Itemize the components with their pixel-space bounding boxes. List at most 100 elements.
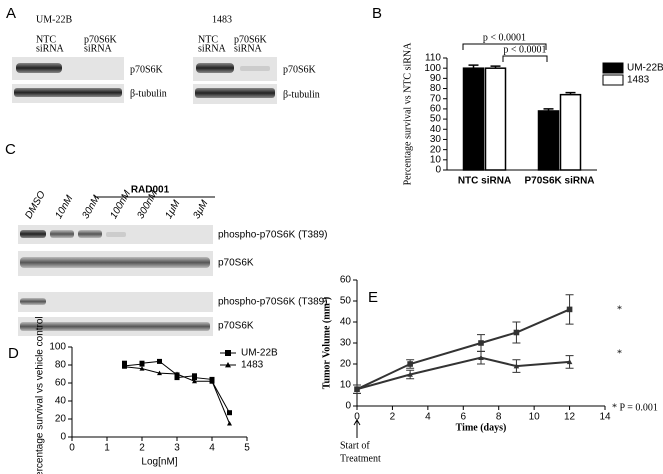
blot-band (20, 298, 46, 305)
x-tick-label: 0 (354, 412, 360, 423)
blot-band (106, 232, 126, 237)
y-tick-label: 60 (340, 275, 352, 286)
y-tick-label: 50 (430, 114, 442, 125)
marker (122, 364, 127, 369)
blot-strip (18, 292, 213, 312)
y-tick-label: 30 (340, 338, 352, 349)
annotation: p < 0.0001 (483, 32, 526, 43)
panel-label: B (372, 5, 382, 22)
y-tick-label: 30 (430, 134, 442, 145)
series-line (356, 308, 570, 391)
blot-band (20, 322, 210, 331)
error-bar (565, 91, 576, 95)
y-tick-label: 80 (55, 360, 67, 371)
y-tick-label: 40 (340, 317, 352, 328)
arrow (353, 419, 361, 438)
y-tick-label: 80 (430, 83, 442, 94)
blot-c: RAD001 DMSO 10nM 30nM 100nM 300nM 1μM 3μM phos… (18, 185, 328, 336)
legend-label: UM-22B (241, 348, 278, 359)
x-axis-label: Time (days) (456, 422, 507, 433)
legend-swatch (602, 62, 624, 74)
lane-label: NTC (198, 34, 218, 45)
y-axis-label: Tumor Volume (mm³) (321, 297, 332, 389)
lane-label: NTC (36, 34, 56, 45)
blot-band (78, 230, 102, 238)
panel-label: E (368, 289, 378, 306)
x-tick-label: 3 (174, 443, 180, 454)
x-tick-label: NTC siRNA (458, 176, 511, 187)
lane-label: siRNA (234, 43, 263, 54)
y-tick-label: 100 (49, 342, 66, 353)
series-line (124, 360, 230, 413)
error-bar (490, 65, 501, 69)
lane-label: 3μM (191, 198, 211, 221)
annotation: Treatment (340, 453, 381, 464)
y-tick-label: 20 (430, 144, 442, 155)
annotation: p < 0.0001 (503, 44, 546, 55)
legend-label: 1483 (241, 360, 264, 371)
legend-label: 1483 (627, 75, 650, 86)
panel-label: C (5, 141, 16, 158)
lane-label: p70S6K (84, 34, 118, 45)
lane-label: siRNA (84, 43, 113, 54)
blot-band (20, 257, 210, 268)
x-tick-label: 4 (425, 412, 431, 423)
bar (537, 110, 560, 171)
legend-label: UM-22B (627, 63, 663, 74)
lane-label: 100nM (108, 188, 133, 221)
annotation: * (617, 348, 622, 359)
y-tick-label: 10 (430, 154, 442, 165)
x-tick-label: 5 (244, 443, 250, 454)
y-tick-label: 20 (340, 359, 352, 370)
x-tick-label: 6 (461, 412, 467, 423)
panel-label: D (8, 345, 19, 362)
x-tick-label: 2 (390, 412, 396, 423)
y-tick-label: 20 (55, 414, 67, 425)
blot-band (16, 63, 62, 73)
bracket (502, 55, 548, 62)
annotation: Start of (340, 440, 370, 451)
x-tick-label: 14 (599, 412, 611, 423)
band-label: p70S6K (218, 258, 254, 269)
x-axis-label: Log[nM] (141, 457, 177, 468)
error-bar (543, 108, 554, 111)
blot-title: 1483 (212, 14, 232, 25)
y-tick-label: 0 (435, 165, 441, 176)
band-label: p70S6K (130, 64, 164, 75)
blot-a-right: 1483 NTC siRNA p70S6K siRNA p70S6K β-tub… (193, 14, 320, 104)
lane-label: 1μM (163, 198, 183, 221)
y-tick-label: 10 (340, 380, 352, 391)
band-label: p70S6K (283, 64, 317, 75)
x-tick-label: 10 (529, 412, 541, 423)
blot-strip (12, 57, 124, 80)
y-tick-label: 40 (430, 124, 442, 135)
band-label: phospho-p70S6K (T389) (218, 297, 328, 308)
blot-band (50, 230, 74, 238)
lane-label: DMSO (23, 189, 48, 221)
band-label: phospho-p70S6K (T389) (218, 230, 328, 241)
y-tick-label: 50 (340, 296, 352, 307)
blot-a-left: UM-22B NTC siRNA p70S6K siRNA p70S6K β-t… (12, 14, 167, 103)
y-tick-label: 0 (60, 432, 66, 443)
blot-band (14, 88, 122, 97)
band-label: p70S6K (218, 321, 254, 332)
annotation: * (617, 304, 622, 315)
band-label: β-tubulin (283, 89, 320, 100)
lane-label: p70S6K (234, 34, 268, 45)
y-axis-label: Percentage survival vs vehicle control (35, 316, 46, 474)
lane-label: siRNA (198, 43, 227, 54)
x-tick-label: 4 (209, 443, 215, 454)
blot-title: UM-22B (36, 14, 72, 25)
bar (462, 67, 485, 171)
lane-label: 10nM (53, 193, 75, 221)
y-tick-label: 0 (345, 401, 351, 412)
annotation: * P = 0.001 (612, 402, 658, 413)
x-tick-label: 1 (104, 443, 110, 454)
x-tick-label: 2 (139, 443, 145, 454)
y-tick-label: 100 (424, 63, 441, 74)
legend-swatch (602, 74, 624, 86)
panel-label: A (6, 5, 16, 22)
series-line (356, 356, 570, 391)
blot-band (20, 230, 46, 238)
